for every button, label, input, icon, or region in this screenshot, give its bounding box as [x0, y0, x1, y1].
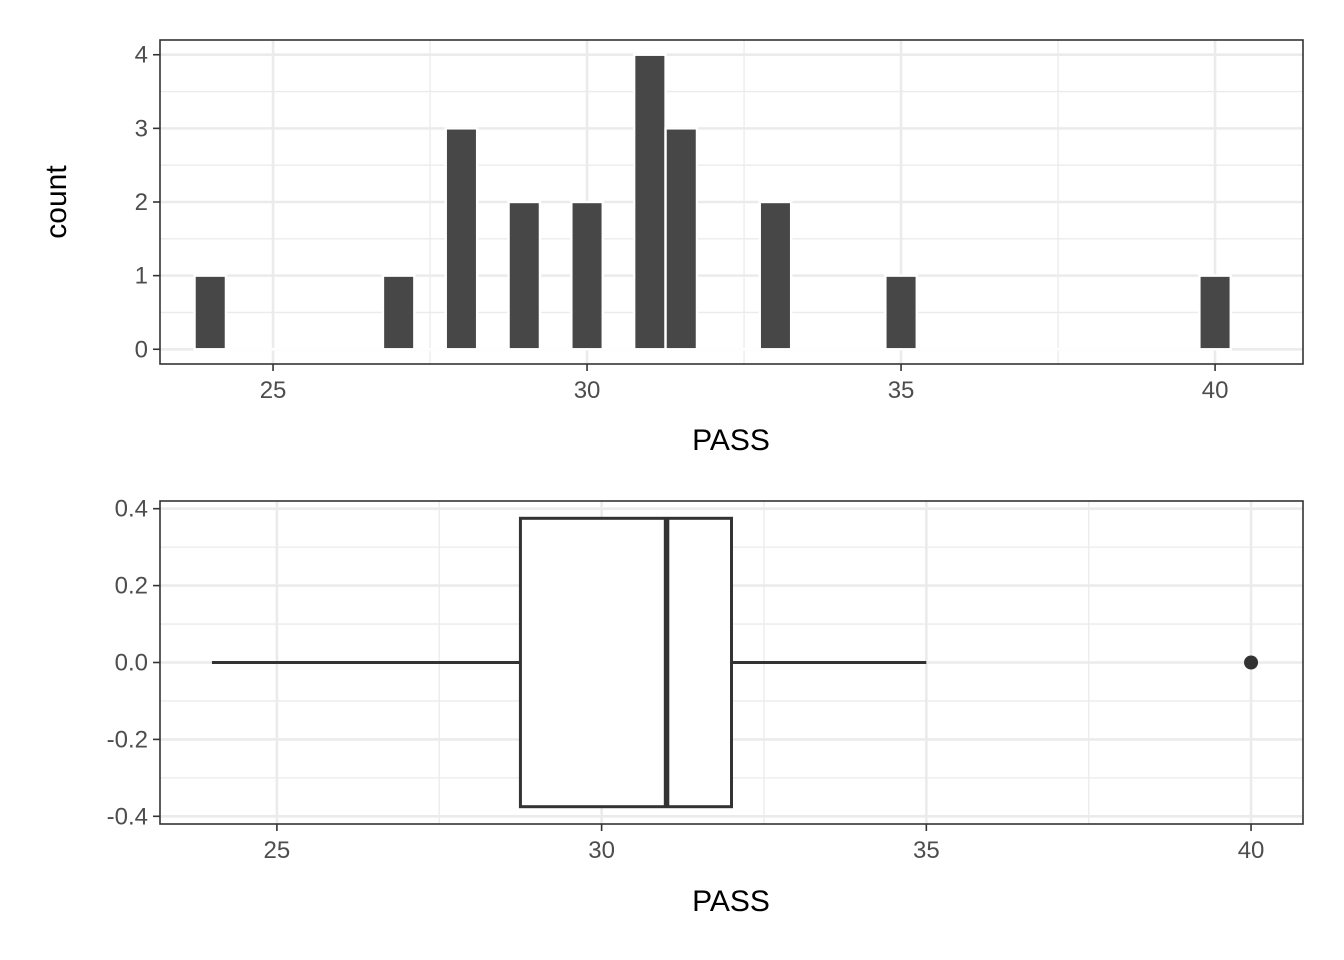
histogram-x-axis-title: PASS [692, 424, 770, 457]
y-tick-label: 2 [135, 189, 148, 216]
histogram-bar [632, 53, 667, 351]
y-tick-label: 0.0 [115, 650, 148, 677]
histogram-bars [193, 53, 1232, 351]
boxplot-box [518, 516, 733, 809]
histogram-bar [193, 274, 228, 351]
histogram-bar [1198, 274, 1232, 351]
histogram-x-ticks: 25 30 35 40 [260, 364, 1229, 404]
x-tick-label: 35 [913, 837, 940, 864]
x-tick-label: 35 [888, 377, 915, 404]
histogram-bar [444, 127, 479, 351]
histogram-bar [758, 200, 793, 351]
x-tick-label: 40 [1238, 837, 1265, 864]
histogram-bar [664, 127, 699, 351]
boxplot-y-ticks: 0.4 0.2 0.0 -0.2 -0.4 [107, 496, 160, 830]
histogram-y-ticks: 0 1 2 3 4 [135, 42, 160, 363]
boxplot-x-axis-title: PASS [692, 885, 770, 918]
x-tick-label: 30 [588, 837, 615, 864]
boxplot-outlier [1244, 655, 1259, 670]
histogram-y-axis-title: count [40, 165, 73, 239]
histogram-panel: 25 30 35 40 0 1 2 3 4 PASS count [40, 39, 1304, 457]
y-tick-label: -0.4 [107, 803, 148, 830]
y-tick-label: 0 [135, 336, 148, 363]
boxplot-marks [211, 516, 1259, 809]
x-tick-label: 30 [574, 377, 601, 404]
x-tick-label: 25 [260, 377, 287, 404]
histogram-bar [570, 200, 604, 351]
histogram-bar [507, 200, 542, 351]
y-tick-label: 0.4 [115, 496, 148, 523]
x-tick-label: 40 [1202, 377, 1229, 404]
histogram-bar [381, 274, 416, 351]
y-tick-label: 0.2 [115, 573, 148, 600]
y-tick-label: 3 [135, 115, 148, 142]
histogram-grid [160, 40, 1303, 364]
y-tick-label: 1 [135, 263, 148, 290]
x-tick-label: 25 [264, 837, 291, 864]
y-tick-label: 4 [135, 42, 148, 69]
y-tick-label: -0.2 [107, 726, 148, 753]
boxplot-x-ticks: 25 30 35 40 [264, 824, 1265, 864]
histogram-bar [884, 274, 918, 351]
boxplot-panel: 25 30 35 40 0.4 0.2 0.0 -0.2 -0.4 PASS [107, 496, 1304, 918]
